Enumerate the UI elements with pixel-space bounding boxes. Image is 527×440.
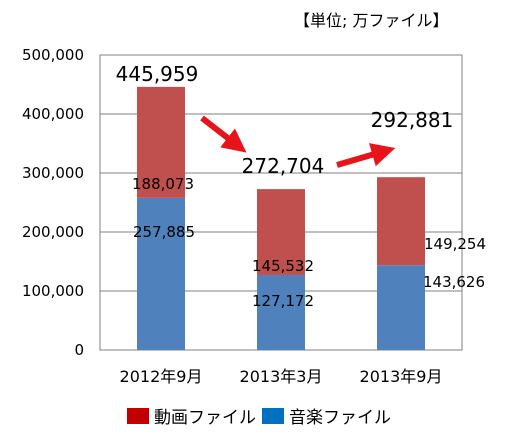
total-value-label: 292,881 [371,108,454,132]
bar-segment-music [137,197,185,350]
legend: 動画ファイル 音楽ファイル [127,408,391,428]
bar-segment-video [257,189,305,275]
bars [137,86,425,350]
segment-labels: 257,885 127,172 143,626 188,073 145,532 149,2… [132,175,486,310]
bar-segment-music [257,274,305,350]
y-tick-label: 500,000 [22,46,84,64]
total-labels: 445,959 272,704 292,881 [116,62,454,178]
y-tick-label: 400,000 [22,105,84,123]
unit-note: 【単位; 万ファイル】 [294,11,448,30]
trend-arrow-1 [200,115,247,153]
video-value-label: 188,073 [132,175,194,193]
y-tick-label: 300,000 [22,164,84,182]
trend-arrows [200,115,396,168]
video-value-label: 145,532 [252,257,314,275]
bar-segment-music [377,265,425,350]
x-tick-label: 2013年3月 [240,367,323,386]
total-value-label: 445,959 [116,62,199,86]
x-tick-label: 2012年9月 [120,367,203,386]
video-value-label: 149,254 [424,235,486,253]
music-value-label: 257,885 [133,223,195,241]
y-axis: 0 100,000 200,000 300,000 400,000 500,000 [22,46,84,359]
legend-swatch-music [262,408,284,424]
legend-label-video: 動画ファイル [154,408,256,428]
music-value-label: 127,172 [252,292,314,310]
legend-swatch-video [127,408,149,424]
y-tick-label: 100,000 [22,282,84,300]
y-tick-label: 0 [74,341,84,359]
legend-label-music: 音楽ファイル [289,408,391,428]
x-tick-label: 2013年9月 [360,367,443,386]
music-value-label: 143,626 [423,273,485,291]
total-value-label: 272,704 [242,154,325,178]
bar-segment-video [377,177,425,266]
trend-arrow-2 [336,143,396,168]
x-axis: 2012年9月 2013年3月 2013年9月 [120,367,443,386]
bar-segment-video [137,86,185,198]
y-tick-label: 200,000 [22,223,84,241]
